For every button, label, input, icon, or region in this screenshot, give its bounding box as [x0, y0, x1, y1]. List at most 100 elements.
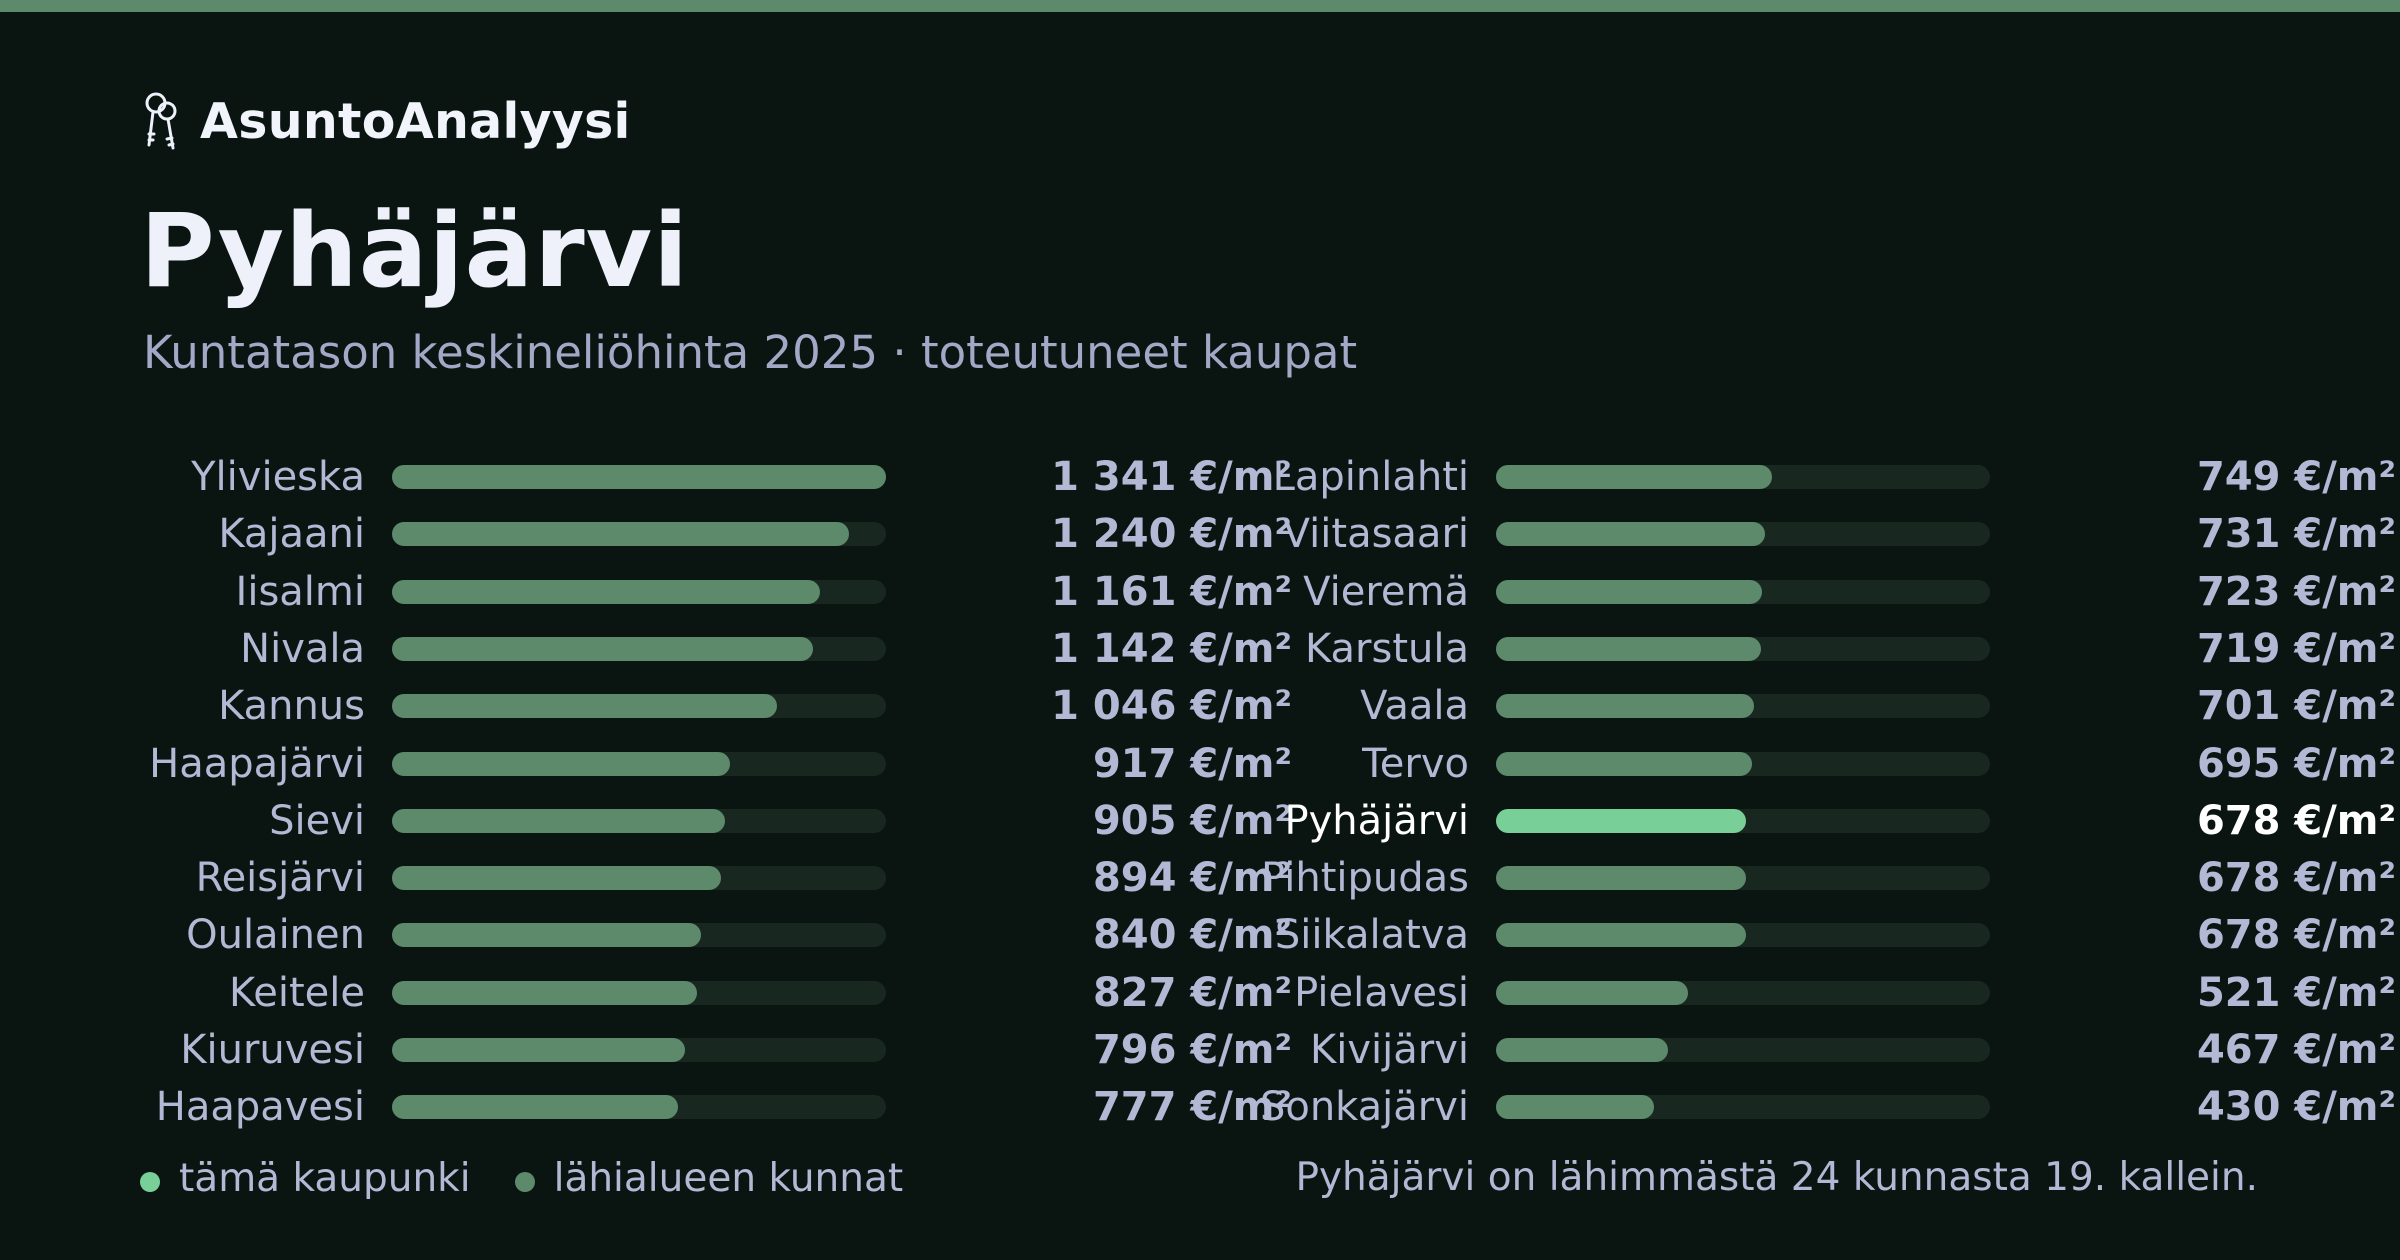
bar [392, 465, 886, 489]
bar-track [1496, 1095, 1990, 1120]
bar [1496, 923, 1746, 948]
bar-value-label: 678 €/m² [2196, 797, 2396, 844]
bar-label: Sonkajärvi [1259, 1084, 1469, 1131]
bar-row: Pihtipudas 678 €/m² [1244, 850, 2396, 907]
bar-track [1496, 636, 1990, 661]
bar-label: Pyhäjärvi [1284, 797, 1469, 844]
bar-row: Vaala 701 €/m² [1244, 678, 2396, 735]
bar-value-label: 719 €/m² [2196, 625, 2396, 672]
bar-value-label: 678 €/m² [2196, 855, 2396, 902]
bar-label: Kannus [218, 683, 365, 730]
legend-dot-current [140, 1172, 160, 1192]
bar-value-label: 1 142 €/m² [1051, 625, 1292, 672]
bar-label: Siikalatva [1274, 912, 1469, 959]
bar-value-label: 678 €/m² [2196, 912, 2396, 959]
bar [392, 636, 813, 661]
bar-label: Viitasaari [1282, 511, 1469, 558]
bar-row: Tervo 695 €/m² [1244, 736, 2396, 793]
bar [1496, 522, 1766, 547]
bar [392, 751, 730, 776]
bar-label: Haapavesi [155, 1084, 365, 1131]
bar-track [392, 579, 886, 604]
bar-row: Pyhäjärvi 678 €/m² [1244, 793, 2396, 850]
bar-row: Siikalatva 678 €/m² [1244, 907, 2396, 964]
chart-column-right: Lapinlahti 749 €/m² Viitasaari 731 €/m² Vier… [1244, 449, 2396, 1137]
bar-label: Karstula [1305, 625, 1469, 672]
bar-label: Nivala [240, 625, 365, 672]
legend-item-current: tämä kaupunki [140, 1156, 471, 1201]
bar-value-label: 840 €/m² [1092, 912, 1292, 959]
bar-track [1496, 923, 1990, 948]
bar-label: Reisjärvi [195, 855, 365, 902]
bar-label: Lapinlahti [1272, 454, 1469, 500]
bar-value-label: 827 €/m² [1092, 969, 1292, 1016]
bar-label: Keitele [229, 969, 365, 1016]
bar-row: Kajaani 1 240 €/m² [140, 506, 1292, 563]
bar-value-label: 521 €/m² [2196, 969, 2396, 1016]
bar [1496, 808, 1746, 833]
bar-track [392, 866, 886, 891]
bar-track [392, 1038, 886, 1062]
bar-value-label: 701 €/m² [2196, 683, 2396, 730]
bar-row: Ylivieska 1 341 €/m² [140, 449, 1292, 506]
legend-item-neighbors: lähialueen kunnat [514, 1156, 903, 1201]
legend: tämä kaupunki lähialueen kunnat [140, 1152, 947, 1204]
bar-track [392, 1095, 886, 1120]
bar-row: Sonkajärvi 430 €/m² [1244, 1079, 2396, 1136]
bar-value-label: 749 €/m² [2196, 454, 2396, 500]
bar-row: Nivala 1 142 €/m² [140, 621, 1292, 678]
brand-name: AsuntoAnalyysi [200, 92, 631, 150]
bar-label: Pielavesi [1294, 969, 1469, 1016]
bar-row: Viitasaari 731 €/m² [1244, 506, 2396, 563]
bar-value-label: 695 €/m² [2196, 740, 2396, 787]
bar [392, 579, 820, 604]
bar-track [392, 694, 886, 719]
bar-value-label: 917 €/m² [1092, 740, 1292, 787]
bar [1496, 980, 1688, 1005]
bar-row: Haapajärvi 917 €/m² [140, 736, 1292, 793]
bar-label: Tervo [1362, 740, 1469, 787]
bar [1496, 694, 1755, 719]
bar-track [392, 808, 886, 833]
bar-track [1496, 465, 1990, 489]
bar [1496, 751, 1753, 776]
bar-value-label: 723 €/m² [2196, 568, 2396, 615]
bar [392, 923, 702, 948]
bar-row: Sievi 905 €/m² [140, 793, 1292, 850]
page-title: Pyhäjärvi [140, 192, 690, 311]
bar-label: Iisalmi [235, 568, 365, 615]
bar [392, 980, 697, 1005]
bar-value-label: 467 €/m² [2196, 1027, 2396, 1073]
bar [392, 866, 722, 891]
bar-row: Keitele 827 €/m² [140, 965, 1292, 1022]
bar-track [1496, 1038, 1990, 1062]
bar-label: Oulainen [186, 912, 365, 959]
bar [1496, 1095, 1655, 1120]
bar-track [392, 751, 886, 776]
bar [392, 1038, 686, 1062]
top-accent-bar [0, 0, 2400, 12]
bar-label: Ylivieska [191, 454, 365, 500]
bar-track [1496, 751, 1990, 776]
bar-row: Reisjärvi 894 €/m² [140, 850, 1292, 907]
bar-row: Kiuruvesi 796 €/m² [140, 1022, 1292, 1079]
bar-row: Lapinlahti 749 €/m² [1244, 449, 2396, 506]
brand: AsuntoAnalyysi [140, 88, 631, 154]
bar-label: Kivijärvi [1310, 1027, 1469, 1073]
bar-track [1496, 694, 1990, 719]
bar-track [392, 980, 886, 1005]
bar-row: Oulainen 840 €/m² [140, 907, 1292, 964]
bar-label: Sievi [269, 797, 365, 844]
bar-row: Kannus 1 046 €/m² [140, 678, 1292, 735]
bar-label: Kajaani [218, 511, 365, 558]
bar-track [392, 465, 886, 489]
bar-row: Haapavesi 777 €/m² [140, 1079, 1292, 1136]
bar-value-label: 894 €/m² [1092, 855, 1292, 902]
bar-track [392, 923, 886, 948]
bar [392, 522, 849, 547]
chart-column-left: Ylivieska 1 341 €/m² Kajaani 1 240 €/m² Iisa… [140, 449, 1292, 1137]
bar [1496, 465, 1772, 489]
bar-value-label: 1 161 €/m² [1051, 568, 1292, 615]
bar-value-label: 1 240 €/m² [1051, 511, 1292, 558]
bar-row: Vieremä 723 €/m² [1244, 564, 2396, 621]
